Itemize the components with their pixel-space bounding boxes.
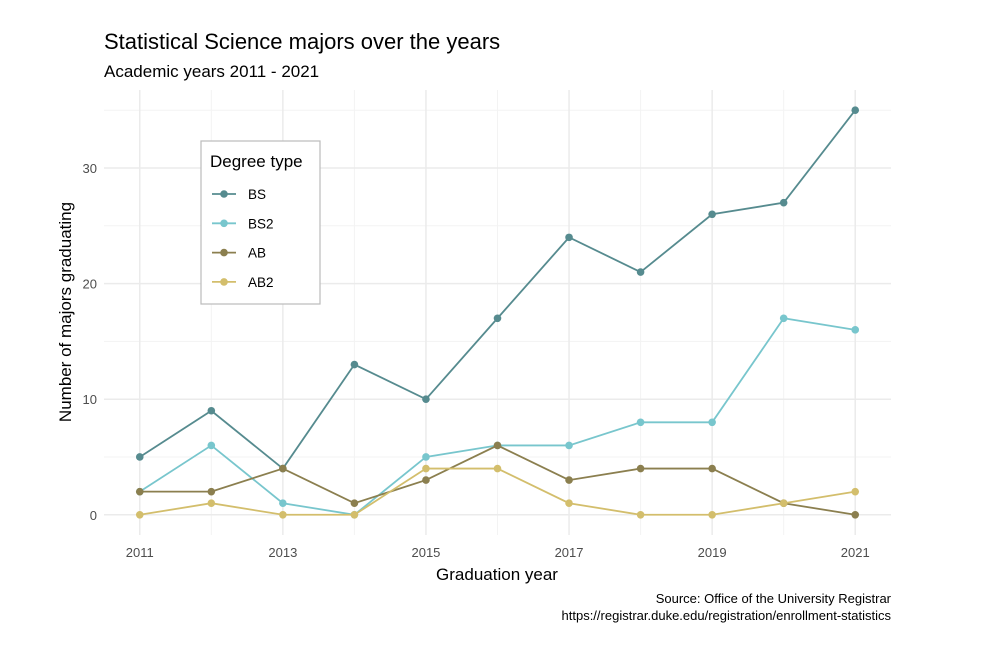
data-point xyxy=(636,464,645,473)
data-point xyxy=(565,441,573,450)
data-point xyxy=(636,268,645,276)
legend-key-point xyxy=(220,278,228,286)
data-point xyxy=(779,499,788,508)
data-point xyxy=(350,360,359,369)
y-axis-label: Number of majors graduating xyxy=(56,202,75,422)
data-point xyxy=(135,487,144,496)
legend-label: BS xyxy=(248,187,266,202)
x-tick-label: 2017 xyxy=(555,545,584,560)
data-point xyxy=(708,464,716,473)
x-tick-label: 2013 xyxy=(268,545,297,560)
x-axis-label: Graduation year xyxy=(436,565,558,584)
data-point xyxy=(207,406,216,415)
data-point xyxy=(565,233,573,242)
legend-key-point xyxy=(220,219,228,228)
data-point xyxy=(636,510,645,519)
data-point xyxy=(279,510,287,519)
series-ab xyxy=(135,441,860,519)
series-ab2 xyxy=(135,464,860,519)
legend: Degree type BS BS2 AB AB2 xyxy=(200,140,321,305)
y-tick-label: 10 xyxy=(83,392,97,407)
data-point xyxy=(279,499,287,508)
legend-label: AB xyxy=(248,246,266,261)
data-point xyxy=(279,464,287,473)
axes: 0 10 20 30 2011 2013 2015 2017 2019 2021 xyxy=(83,161,870,560)
legend-item-bs2: BS2 xyxy=(212,216,274,231)
data-point xyxy=(708,510,716,519)
data-point xyxy=(350,510,359,519)
data-point xyxy=(422,395,430,403)
caption-url: https://registrar.duke.edu/registration/… xyxy=(562,608,892,623)
chart-title: Statistical Science majors over the year… xyxy=(104,29,500,54)
chart-subtitle: Academic years 2011 - 2021 xyxy=(104,62,319,81)
caption-source: Source: Office of the University Registr… xyxy=(656,591,892,606)
data-point xyxy=(779,198,788,207)
legend-key-point xyxy=(220,248,228,257)
data-point xyxy=(851,487,860,496)
data-point xyxy=(422,453,430,461)
legend-item-bs: BS xyxy=(212,187,266,202)
data-point xyxy=(565,476,573,484)
x-tick-label: 2021 xyxy=(841,545,870,560)
data-point xyxy=(207,487,216,496)
y-tick-label: 20 xyxy=(83,277,97,292)
y-tick-label: 30 xyxy=(83,161,97,176)
x-tick-label: 2011 xyxy=(126,545,154,560)
data-point xyxy=(779,314,788,323)
data-point xyxy=(135,510,144,519)
data-point xyxy=(422,476,430,484)
data-point xyxy=(493,441,502,450)
data-point xyxy=(493,464,502,473)
legend-key-point xyxy=(220,190,228,198)
x-tick-label: 2015 xyxy=(411,545,440,560)
data-point xyxy=(565,499,573,508)
series xyxy=(135,106,860,519)
legend-title: Degree type xyxy=(210,152,303,171)
legend-label: BS2 xyxy=(248,216,274,231)
legend-item-ab: AB xyxy=(212,246,266,261)
data-point xyxy=(207,441,216,450)
data-point xyxy=(851,106,860,115)
data-point xyxy=(708,210,716,219)
data-point xyxy=(422,464,430,473)
x-tick-label: 2019 xyxy=(698,545,727,560)
data-point xyxy=(851,510,860,519)
data-point xyxy=(493,314,502,323)
data-point xyxy=(851,326,860,334)
data-point xyxy=(135,453,144,461)
data-point xyxy=(636,418,645,427)
data-point xyxy=(207,499,216,508)
data-point xyxy=(350,499,359,508)
y-tick-label: 0 xyxy=(90,508,97,523)
legend-label: AB2 xyxy=(248,275,274,290)
data-point xyxy=(708,418,716,427)
legend-item-ab2: AB2 xyxy=(212,275,274,290)
